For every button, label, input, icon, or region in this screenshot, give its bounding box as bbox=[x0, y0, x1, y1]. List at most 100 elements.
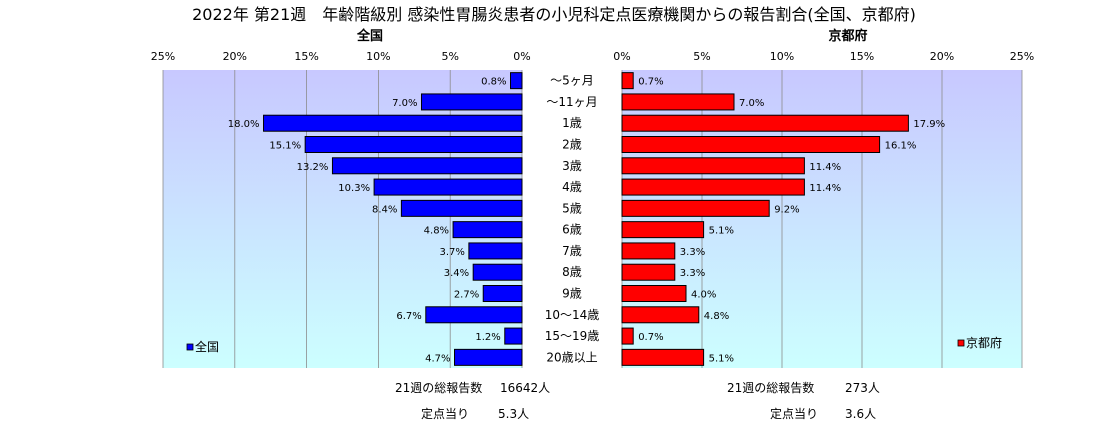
left-total-value: 16642人 bbox=[500, 381, 550, 395]
right-x-tick-label: 20% bbox=[930, 50, 954, 63]
right-bar-value-label: 16.1% bbox=[885, 141, 917, 152]
left-bar bbox=[504, 327, 523, 345]
left-bar-value-label: 7.0% bbox=[392, 98, 417, 109]
left-bars: 0.8% 7.0% 18.0% 15.1% 13.2% 10.3%8.4% 4.8% 3.7%… bbox=[228, 72, 523, 366]
right-panel-title: 京都府 bbox=[828, 28, 867, 44]
right-bar bbox=[621, 348, 705, 366]
left-x-tick-label: 5% bbox=[441, 50, 458, 63]
left-bar-value-label: 6.7% bbox=[396, 311, 421, 322]
category-label: 2歳 bbox=[562, 138, 582, 152]
left-bar-value-label: 1.2% bbox=[475, 332, 500, 343]
right-bar bbox=[621, 136, 881, 153]
right-bar-value-label: 5.1% bbox=[709, 353, 734, 364]
category-label: ～11ヶ月 bbox=[546, 95, 597, 109]
category-label: 7歳 bbox=[562, 244, 582, 258]
right-x-tick-label: 15% bbox=[850, 50, 874, 63]
right-x-tick-label: 10% bbox=[770, 50, 794, 63]
right-bar-value-label: 7.0% bbox=[739, 98, 764, 109]
left-legend-swatch bbox=[186, 343, 194, 351]
right-x-tick-label: 0% bbox=[613, 50, 630, 63]
left-bar-value-label: 15.1% bbox=[269, 141, 301, 152]
right-bar bbox=[621, 199, 770, 217]
right-bar-value-label: 11.4% bbox=[809, 162, 841, 173]
category-label: 10～14歳 bbox=[545, 308, 600, 322]
right-bar-value-label: 17.9% bbox=[913, 119, 945, 130]
left-bar-value-label: 8.4% bbox=[372, 204, 397, 215]
right-x-ticks: 0% 5% 10% 15% 20% 25% bbox=[613, 50, 1034, 63]
left-bar-value-label: 13.2% bbox=[297, 162, 329, 173]
left-bar-value-label: 0.8% bbox=[481, 77, 506, 88]
left-per-value: 5.3人 bbox=[498, 407, 529, 421]
right-bar-value-label: 9.2% bbox=[774, 204, 799, 215]
right-bar bbox=[621, 221, 705, 239]
right-bar-value-label: 0.7% bbox=[638, 332, 663, 343]
category-label: 4歳 bbox=[562, 180, 582, 194]
left-bar bbox=[468, 242, 523, 260]
right-bars: 0.7% 7.0% 17.9% 16.1% 11.4% 11.4% 9.2% 5.1% 3.3%… bbox=[621, 72, 945, 366]
category-labels: ～5ヶ月 ～11ヶ月 1歳 2歳 3歳 4歳 5歳 6歳 7歳 8歳 9歳 10～14歳 15～19歳 2… bbox=[545, 74, 600, 365]
left-bar bbox=[400, 199, 523, 217]
left-bar bbox=[452, 221, 523, 239]
right-bar bbox=[621, 114, 909, 132]
category-label: 8歳 bbox=[562, 265, 582, 279]
left-bar-value-label: 4.8% bbox=[424, 226, 449, 237]
left-bar bbox=[331, 157, 523, 175]
right-x-tick-label: 5% bbox=[693, 50, 710, 63]
right-total-label: 21週の総報告数 bbox=[727, 380, 814, 395]
category-label: 9歳 bbox=[562, 287, 582, 301]
left-bar bbox=[482, 285, 523, 302]
right-bar-value-label: 3.3% bbox=[680, 247, 705, 258]
left-x-tick-label: 10% bbox=[366, 50, 390, 63]
left-bar-value-label: 3.7% bbox=[439, 247, 464, 258]
right-bar bbox=[621, 72, 634, 90]
left-bar bbox=[263, 114, 523, 132]
right-bar bbox=[621, 263, 676, 281]
right-legend-swatch bbox=[957, 339, 965, 347]
right-bar bbox=[621, 306, 700, 324]
left-bar-value-label: 2.7% bbox=[454, 290, 479, 301]
left-x-ticks: 0% 5% 10% 15% 20% 25% bbox=[151, 50, 531, 63]
left-x-tick-label: 0% bbox=[513, 50, 530, 63]
category-label: 1歳 bbox=[562, 116, 582, 130]
right-bar bbox=[621, 93, 735, 111]
right-per-value: 3.6人 bbox=[845, 407, 876, 421]
left-total-label: 21週の総報告数 bbox=[395, 380, 482, 395]
left-bar-value-label: 10.3% bbox=[338, 183, 370, 194]
left-x-tick-label: 15% bbox=[294, 50, 318, 63]
category-label: 15～19歳 bbox=[545, 329, 600, 343]
right-bar-value-label: 4.0% bbox=[691, 290, 716, 301]
right-bar bbox=[621, 157, 805, 175]
category-label: 20歳以上 bbox=[546, 350, 597, 364]
right-total-value: 273人 bbox=[845, 381, 880, 395]
left-plot-area bbox=[163, 70, 522, 368]
left-bar bbox=[304, 136, 523, 153]
left-bar bbox=[425, 306, 523, 324]
left-bar-value-label: 3.4% bbox=[444, 268, 469, 279]
left-bar-value-label: 4.7% bbox=[425, 353, 450, 364]
right-legend-label: 京都府 bbox=[966, 335, 1002, 350]
right-x-tick-label: 25% bbox=[1010, 50, 1034, 63]
right-bar bbox=[621, 178, 805, 196]
category-label: 5歳 bbox=[562, 201, 582, 215]
chart-title: 2022年 第21週 年齢階級別 感染性胃腸炎患者の小児科定点医療機関からの報告… bbox=[192, 5, 916, 24]
left-legend-label: 全国 bbox=[195, 339, 219, 354]
right-bar bbox=[621, 242, 676, 260]
left-panel-title: 全国 bbox=[356, 28, 383, 44]
category-label: 3歳 bbox=[562, 159, 582, 173]
left-bar bbox=[472, 263, 523, 281]
left-bar bbox=[420, 93, 523, 111]
category-label: 6歳 bbox=[562, 223, 582, 237]
right-bar-value-label: 0.7% bbox=[638, 77, 663, 88]
right-bar bbox=[621, 327, 634, 345]
left-x-tick-label: 25% bbox=[151, 50, 175, 63]
right-per-label: 定点当り bbox=[770, 406, 818, 421]
left-bar bbox=[454, 348, 523, 366]
left-bar bbox=[510, 72, 523, 90]
right-bar-value-label: 4.8% bbox=[704, 311, 729, 322]
left-x-tick-label: 20% bbox=[223, 50, 247, 63]
left-bar bbox=[373, 178, 523, 196]
right-bar-value-label: 11.4% bbox=[809, 183, 841, 194]
left-per-label: 定点当り bbox=[421, 406, 469, 421]
right-bar-value-label: 5.1% bbox=[709, 226, 734, 237]
